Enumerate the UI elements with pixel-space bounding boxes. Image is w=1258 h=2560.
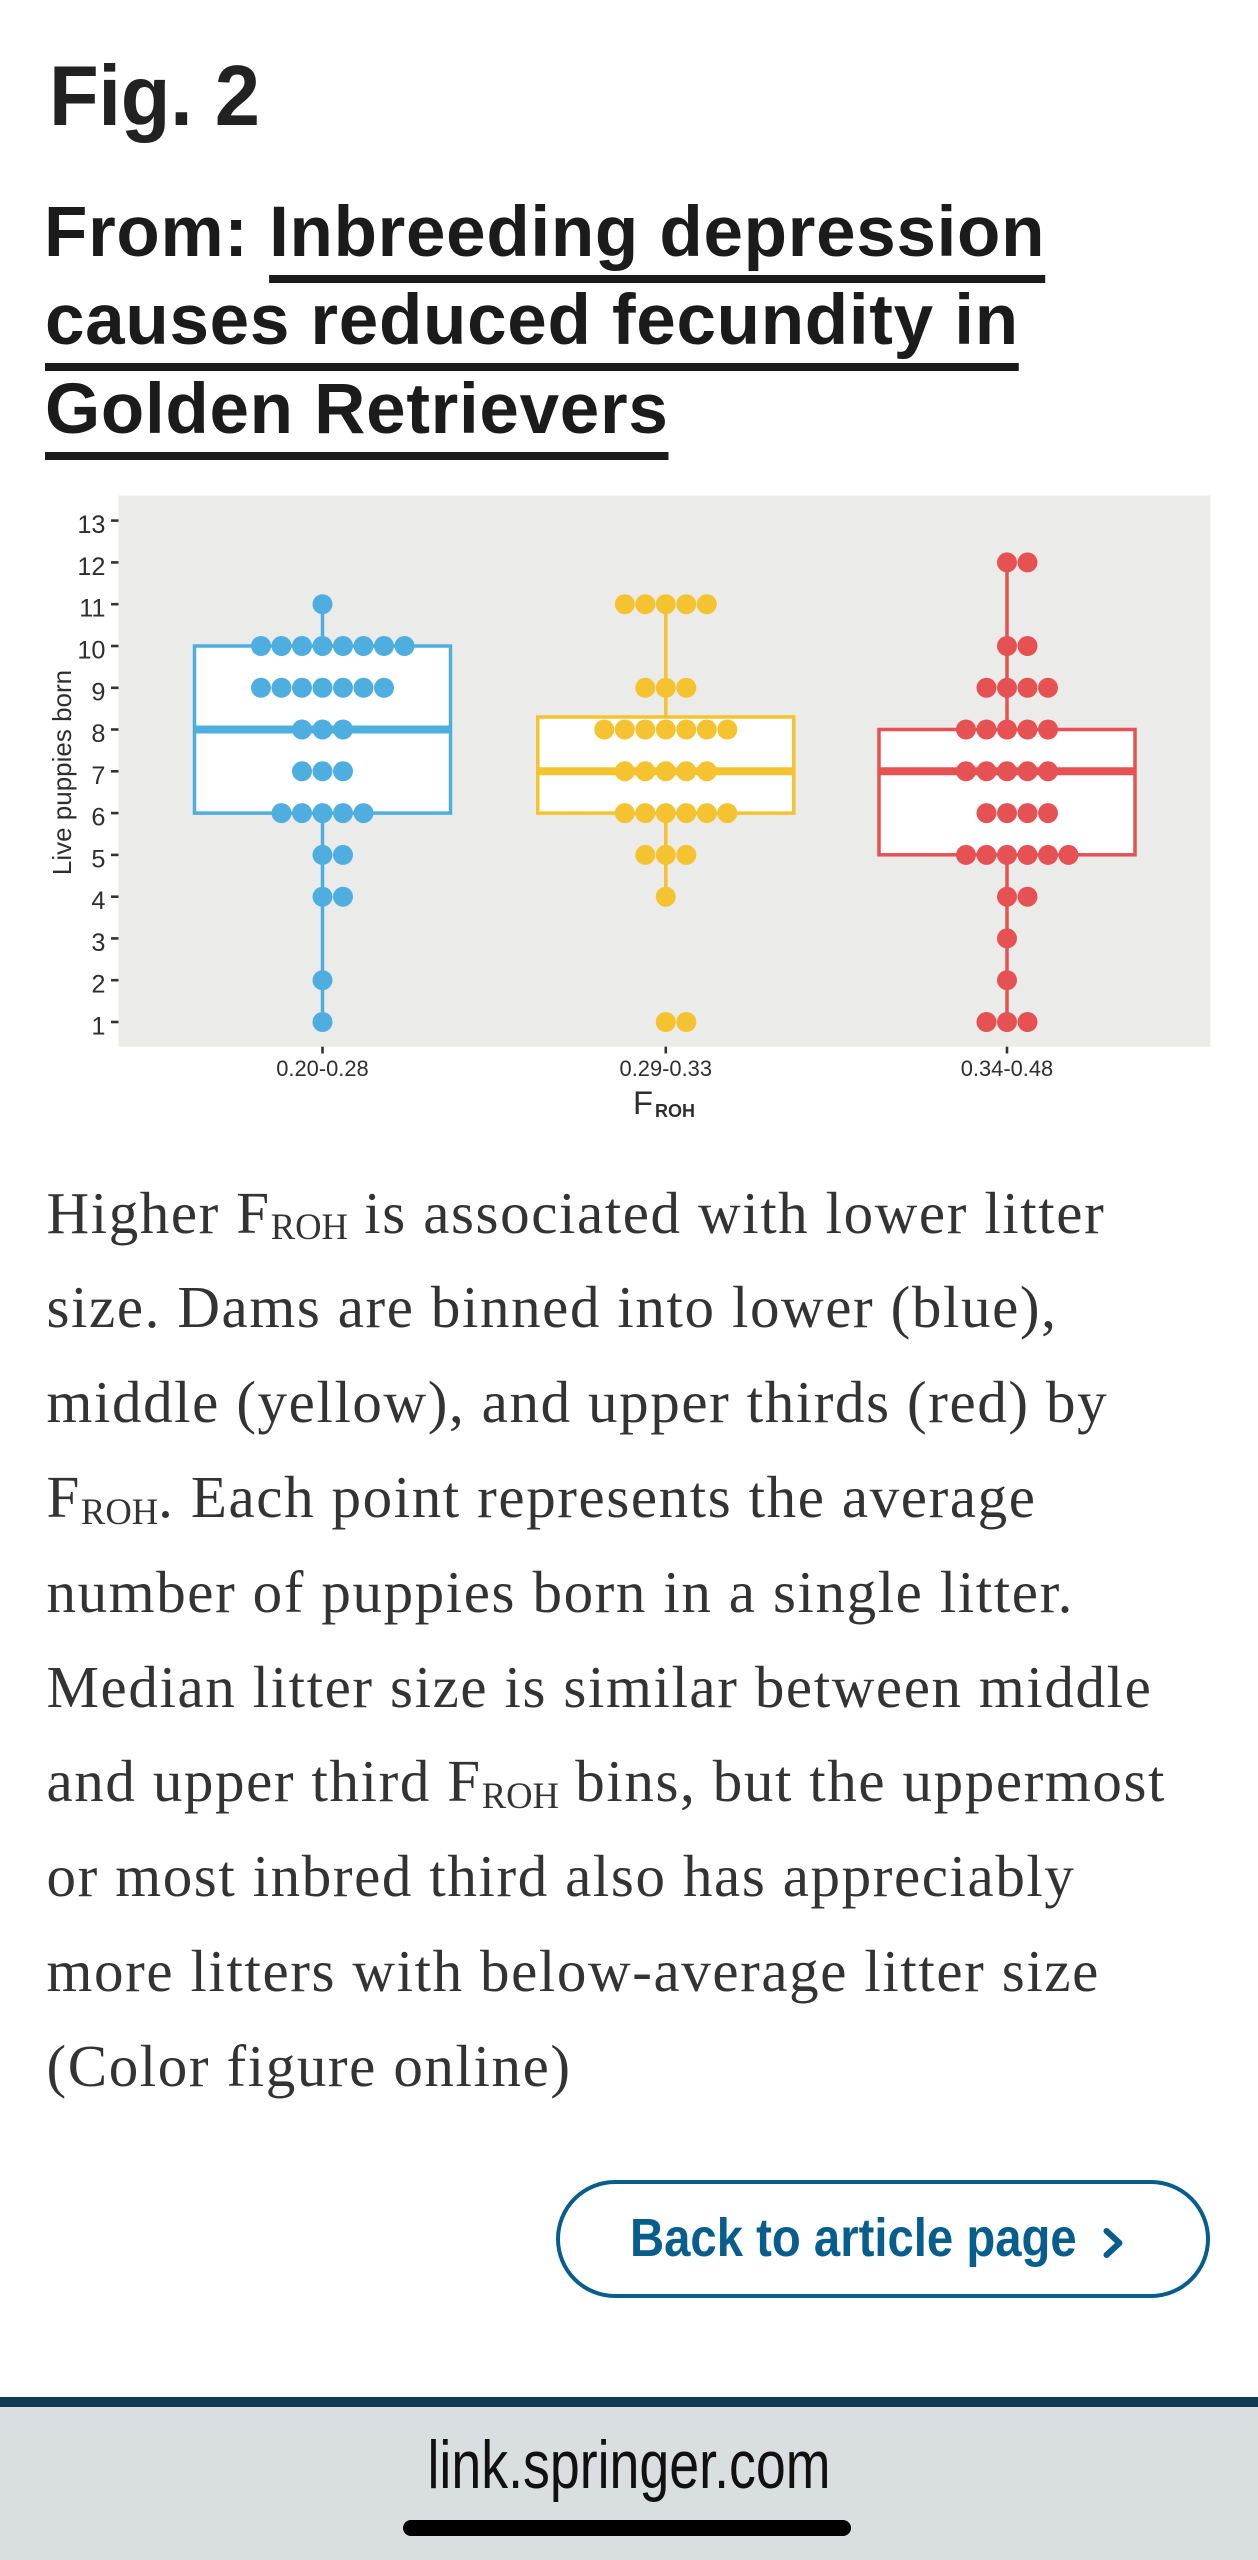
svg-text:0.29-0.33: 0.29-0.33 (620, 1056, 713, 1081)
svg-text:8: 8 (91, 720, 105, 748)
svg-text:2: 2 (91, 971, 105, 999)
svg-text:9: 9 (91, 678, 105, 706)
svg-text:F: F (633, 1084, 653, 1121)
svg-text:1: 1 (91, 1013, 105, 1041)
svg-text:12: 12 (77, 553, 105, 581)
svg-text:0.34-0.48: 0.34-0.48 (961, 1056, 1054, 1081)
svg-text:3: 3 (91, 929, 105, 957)
svg-text:ROH: ROH (655, 1101, 695, 1121)
svg-text:7: 7 (91, 762, 105, 790)
svg-text:5: 5 (91, 845, 105, 873)
svg-text:13: 13 (77, 511, 105, 539)
svg-text:Live puppies born: Live puppies born (47, 670, 77, 875)
svg-text:10: 10 (77, 637, 105, 665)
svg-text:6: 6 (91, 804, 105, 832)
svg-text:4: 4 (91, 887, 105, 915)
svg-text:11: 11 (79, 595, 105, 623)
svg-text:0.20-0.28: 0.20-0.28 (276, 1056, 369, 1081)
